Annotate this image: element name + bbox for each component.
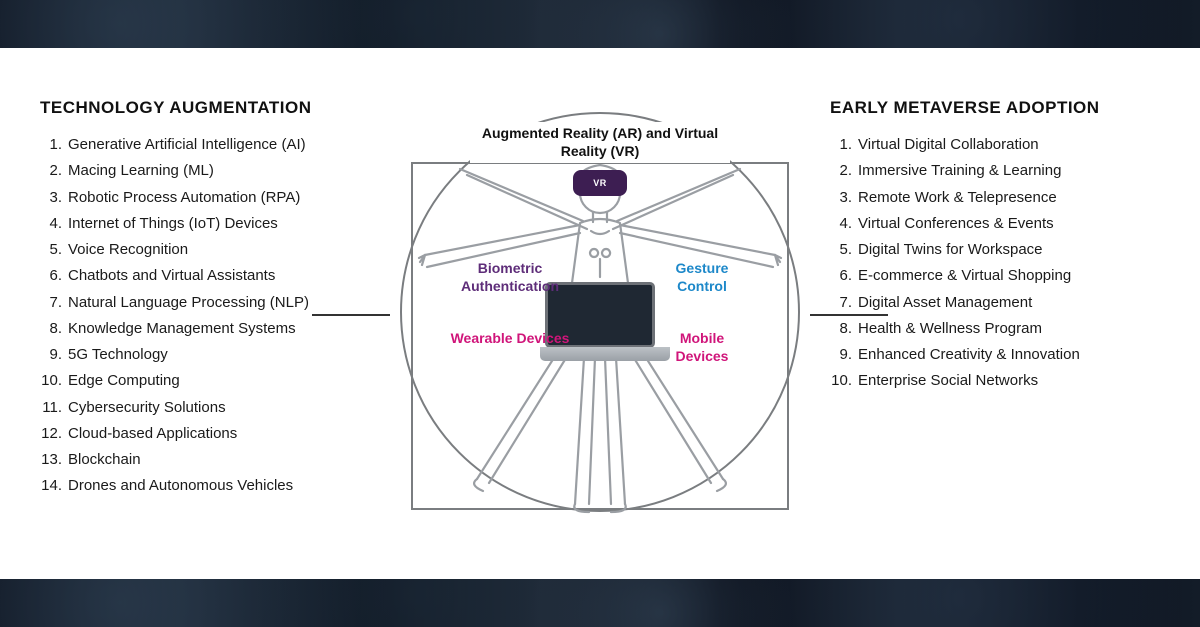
label-gesture: Gesture Control	[652, 259, 752, 295]
list-item: Natural Language Processing (NLP)	[40, 290, 380, 316]
label-biometric: Biometric Authentication	[450, 259, 570, 295]
connector-left	[312, 314, 390, 316]
list-item: Blockchain	[40, 447, 380, 473]
list-item: 5G Technology	[40, 342, 380, 368]
list-item: Robotic Process Automation (RPA)	[40, 185, 380, 211]
left-list: Generative Artificial Intelligence (AI)M…	[40, 132, 380, 500]
list-item: Cloud-based Applications	[40, 421, 380, 447]
list-item: Virtual Conferences & Events	[830, 211, 1160, 237]
vr-headset-icon: VR	[573, 170, 627, 196]
list-item: Chatbots and Virtual Assistants	[40, 263, 380, 289]
list-item: Cybersecurity Solutions	[40, 395, 380, 421]
bottom-decorative-band	[0, 579, 1200, 627]
vr-headset-label: VR	[593, 178, 607, 188]
right-heading: EARLY METAVERSE ADOPTION	[830, 98, 1160, 118]
list-item: Health & Wellness Program	[830, 316, 1160, 342]
list-item: Edge Computing	[40, 368, 380, 394]
list-item: Voice Recognition	[40, 237, 380, 263]
list-item: Drones and Autonomous Vehicles	[40, 473, 380, 499]
list-item: Enterprise Social Networks	[830, 368, 1160, 394]
right-column: EARLY METAVERSE ADOPTION Virtual Digital…	[830, 68, 1160, 395]
label-mobile: Mobile Devices	[652, 329, 752, 365]
list-item: Enhanced Creativity & Innovation	[830, 342, 1160, 368]
list-item: Remote Work & Telepresence	[830, 185, 1160, 211]
list-item: Virtual Digital Collaboration	[830, 132, 1160, 158]
list-item: Digital Twins for Workspace	[830, 237, 1160, 263]
list-item: Generative Artificial Intelligence (AI)	[40, 132, 380, 158]
center-diagram: VR Augmented Reality (AR) and Virtual Re…	[390, 104, 810, 524]
top-decorative-band	[0, 0, 1200, 48]
label-wearable: Wearable Devices	[450, 329, 570, 347]
left-column: TECHNOLOGY AUGMENTATION Generative Artif…	[40, 68, 380, 500]
diagram-title: Augmented Reality (AR) and Virtual Reali…	[470, 122, 730, 164]
main-content: TECHNOLOGY AUGMENTATION Generative Artif…	[0, 48, 1200, 579]
list-item: Internet of Things (IoT) Devices	[40, 211, 380, 237]
left-heading: TECHNOLOGY AUGMENTATION	[40, 98, 380, 118]
laptop-base	[540, 347, 670, 361]
list-item: Immersive Training & Learning	[830, 158, 1160, 184]
list-item: Macing Learning (ML)	[40, 158, 380, 184]
right-list: Virtual Digital CollaborationImmersive T…	[830, 132, 1160, 395]
list-item: Digital Asset Management	[830, 290, 1160, 316]
list-item: E-commerce & Virtual Shopping	[830, 263, 1160, 289]
list-item: Knowledge Management Systems	[40, 316, 380, 342]
